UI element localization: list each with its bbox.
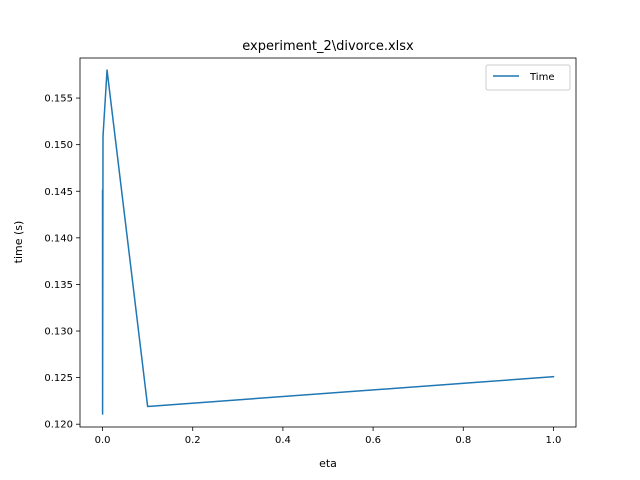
- axes-frame: [79, 57, 577, 428]
- chart-title: experiment_2\divorce.xlsx: [242, 39, 414, 54]
- y-tick-label: 0.120: [44, 420, 73, 431]
- y-axis-label: time (s): [12, 221, 25, 264]
- y-tick-label: 0.125: [44, 373, 73, 384]
- x-tick-label: 0.8: [455, 435, 471, 446]
- x-tick-label: 1.0: [546, 435, 562, 446]
- y-axis: 0.120 0.125 0.130 0.135 0.140 0.145 0.150 0.155: [44, 94, 80, 431]
- x-axis-label: eta: [319, 457, 337, 470]
- legend-label-time: Time: [529, 72, 554, 83]
- plot-area: [79, 57, 577, 428]
- x-tick-label: 0.4: [275, 435, 291, 446]
- y-tick-label: 0.145: [44, 187, 73, 198]
- y-tick-label: 0.135: [44, 280, 73, 291]
- series-layer: [101, 69, 555, 415]
- legend-box: [485, 64, 571, 91]
- y-tick-label: 0.150: [44, 140, 73, 151]
- series-line-time: [101, 69, 555, 415]
- legend: Time: [485, 64, 571, 91]
- y-tick-label: 0.155: [44, 94, 73, 105]
- x-axis: 0.0 0.2 0.4 0.6 0.8 1.0: [95, 427, 562, 446]
- x-tick-label: 0.0: [95, 435, 111, 446]
- y-tick-label: 0.140: [44, 233, 73, 244]
- y-tick-label: 0.130: [44, 327, 73, 338]
- x-tick-label: 0.2: [185, 435, 201, 446]
- x-tick-label: 0.6: [365, 435, 381, 446]
